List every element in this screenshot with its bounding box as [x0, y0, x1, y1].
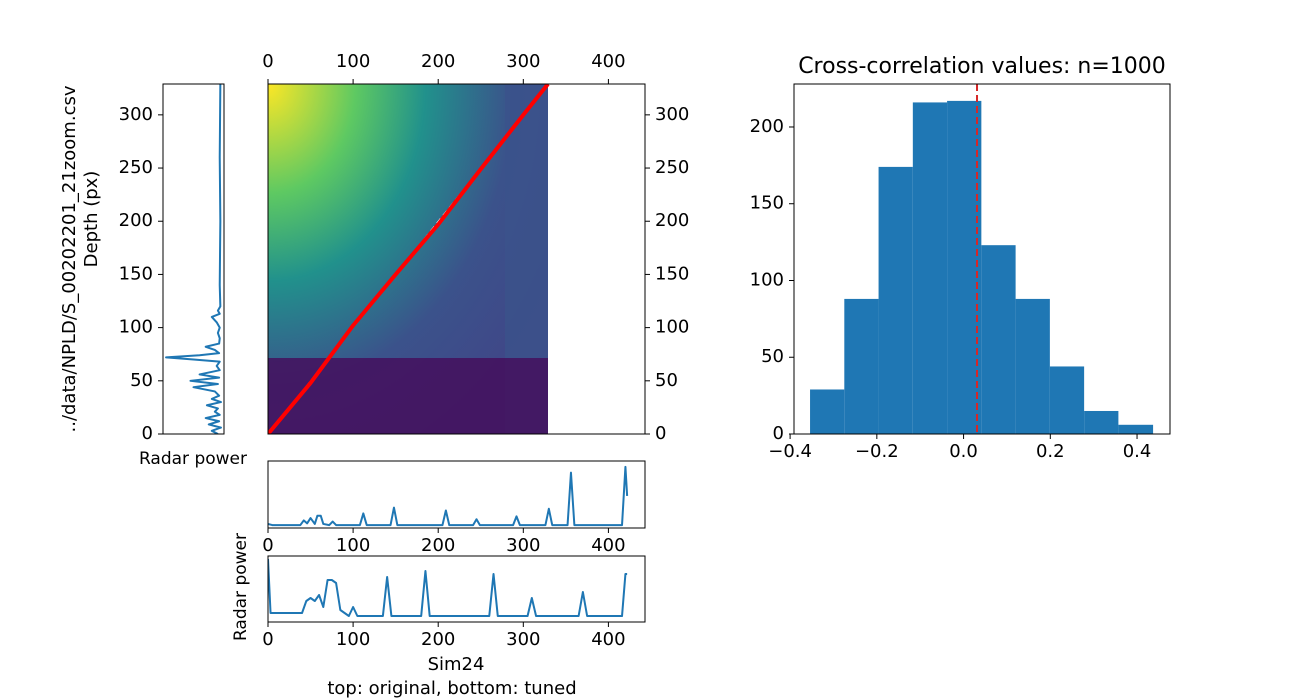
x-axis-label: Sim24	[428, 654, 485, 675]
bar	[878, 166, 913, 435]
y-tick-label: 200	[119, 210, 153, 231]
axes-frame	[267, 460, 646, 529]
x-tick-label: −0.4	[768, 441, 812, 462]
x-tick-label: 0	[262, 535, 273, 556]
y-tick-label: 250	[655, 157, 689, 178]
heatmap-band	[268, 358, 548, 434]
x-tick-label: 0	[262, 629, 273, 650]
series-line	[268, 84, 550, 434]
y-tick-label: 200	[750, 116, 784, 137]
axes-frame	[267, 83, 646, 435]
x-axis-label: Radar power	[139, 449, 247, 469]
y-axis-label: Radar power	[231, 533, 251, 641]
y-tick-label: 50	[130, 370, 153, 391]
axes-frame	[793, 83, 1171, 435]
y-tick-label: 150	[655, 263, 689, 284]
bar	[1015, 298, 1050, 434]
y-axis-label: ../data/NPLD/S_00202201_21zoom.csv	[59, 85, 80, 432]
x-tick-label: 100	[336, 629, 370, 650]
y-tick-label: 300	[655, 104, 689, 125]
y-axis-label: Depth (px)	[81, 171, 102, 268]
y-tick-label: 250	[119, 157, 153, 178]
bar	[981, 245, 1016, 434]
x-tick-label: 400	[591, 535, 625, 556]
x-tick-label: 0.0	[949, 441, 978, 462]
x-tick-label: 400	[591, 629, 625, 650]
x-tick-label: 100	[336, 535, 370, 556]
x-tick-label: 0	[262, 51, 273, 72]
bar	[912, 102, 948, 434]
y-tick-label: 0	[142, 423, 153, 444]
series-line	[268, 465, 629, 527]
bar	[1084, 410, 1119, 434]
plots: 0 50 100 150 200 250 300 ../data/NPLD/S_0020220…	[59, 51, 1171, 699]
bar	[844, 298, 879, 434]
axes-frame	[162, 83, 225, 435]
y-tick-label: 100	[655, 317, 689, 338]
y-tick-label: 50	[655, 370, 678, 391]
y-tick-label: 100	[119, 317, 153, 338]
x-tick-label: 0.4	[1123, 441, 1152, 462]
x-tick-label: 100	[336, 51, 370, 72]
x-tick-label: 400	[591, 51, 625, 72]
x-tick-label: 300	[506, 629, 540, 650]
x-tick-label: 300	[506, 51, 540, 72]
y-tick-label: 50	[761, 346, 784, 367]
y-tick-label: 150	[119, 263, 153, 284]
x-tick-label: −0.2	[855, 441, 899, 462]
series-line	[268, 558, 628, 617]
x-tick-label: 200	[421, 51, 455, 72]
y-tick-label: 0	[655, 423, 666, 444]
bar	[1049, 366, 1085, 434]
y-tick-label: 300	[119, 104, 153, 125]
x-tick-label: 0.2	[1036, 441, 1065, 462]
chart-title: Cross-correlation values: n=1000	[798, 54, 1166, 79]
y-tick-label: 200	[655, 210, 689, 231]
bar	[1118, 424, 1154, 434]
x-tick-label: 200	[421, 535, 455, 556]
x-tick-label: 300	[506, 535, 540, 556]
bar	[947, 100, 982, 435]
y-tick-label: 150	[750, 193, 784, 214]
y-tick-label: 100	[750, 269, 784, 290]
series-line	[165, 84, 222, 434]
subtitle: top: original, bottom: tuned	[327, 678, 576, 699]
axes-frame	[267, 555, 646, 623]
bar	[810, 389, 845, 434]
x-tick-label: 200	[421, 629, 455, 650]
y-tick-label: 0	[773, 423, 784, 444]
